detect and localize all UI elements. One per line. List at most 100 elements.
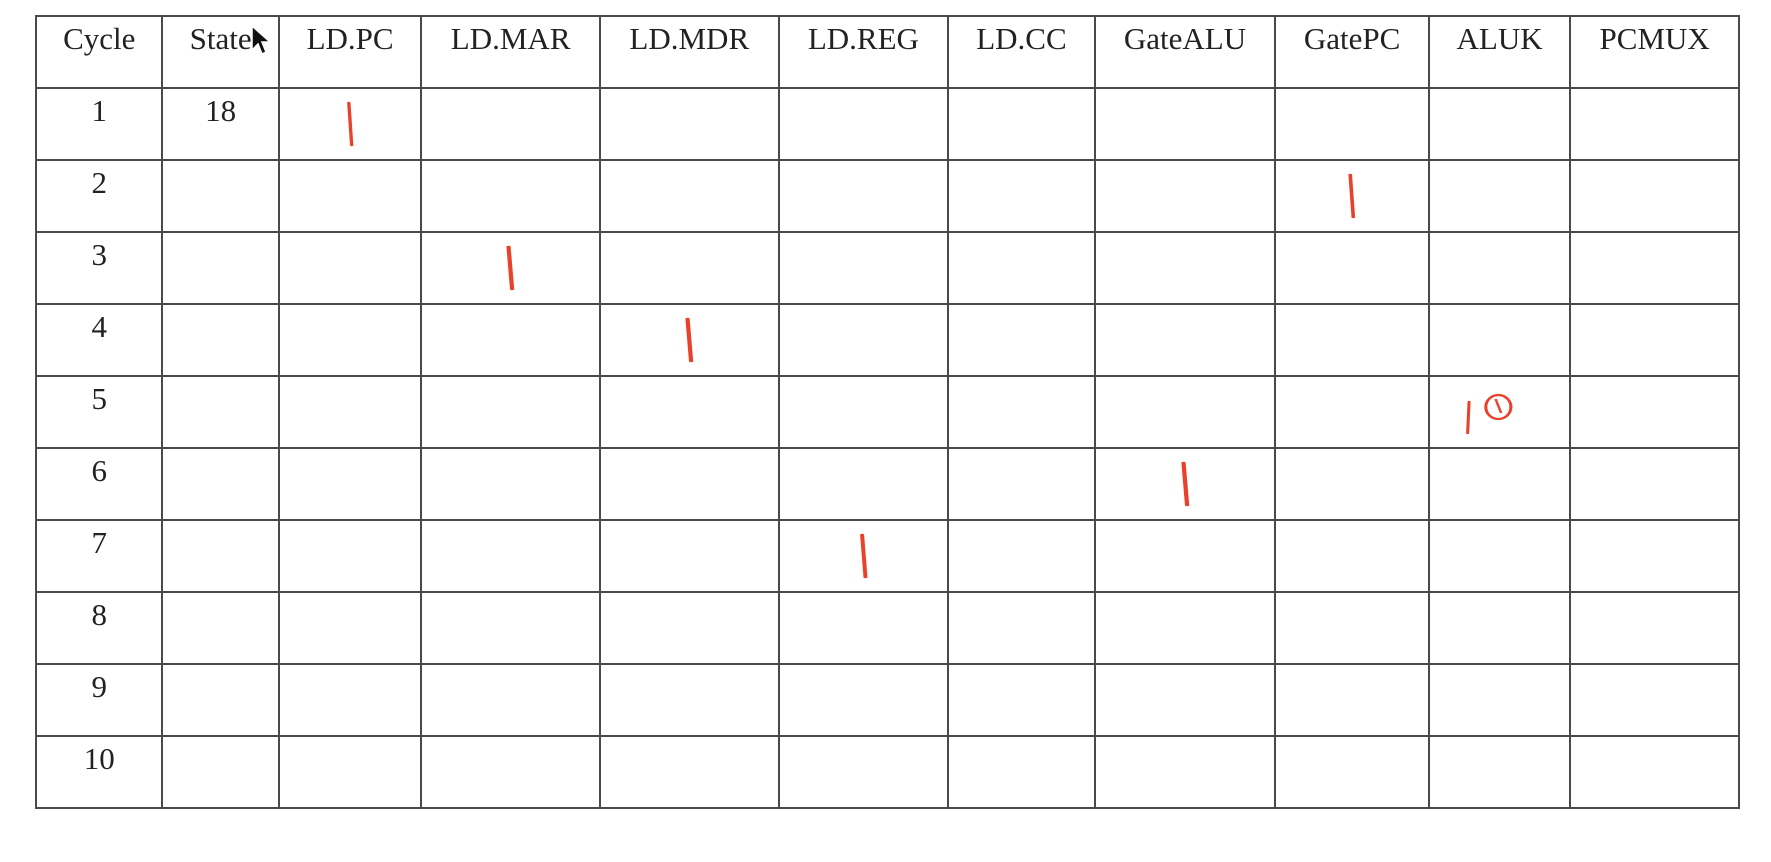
table-cell[interactable] <box>161 303 280 377</box>
table-cell[interactable] <box>277 735 423 809</box>
table-cell[interactable] <box>1427 447 1572 521</box>
table-cell[interactable] <box>161 735 280 809</box>
table-cell[interactable] <box>598 735 780 809</box>
table-cell[interactable] <box>277 303 423 377</box>
table-cell[interactable] <box>598 519 780 593</box>
table-cell[interactable] <box>1569 663 1740 737</box>
table-cell[interactable] <box>1427 519 1572 593</box>
table-cell[interactable] <box>1569 303 1740 377</box>
table-cell[interactable] <box>420 87 601 161</box>
table-cell[interactable] <box>277 519 423 593</box>
table-cell[interactable] <box>1569 87 1740 161</box>
table-cell[interactable] <box>161 519 280 593</box>
table-cell[interactable] <box>1427 159 1572 233</box>
table-cell[interactable] <box>947 591 1096 665</box>
table-cell[interactable] <box>1569 735 1740 809</box>
table-cell[interactable] <box>161 663 280 737</box>
table-cell[interactable] <box>777 303 950 377</box>
table-cell[interactable] <box>777 231 950 305</box>
table-cell[interactable]: 8 <box>34 591 164 665</box>
table-cell[interactable] <box>598 663 780 737</box>
table-cell[interactable]: 10 <box>1427 375 1572 449</box>
table-cell[interactable] <box>277 231 423 305</box>
table-cell[interactable]: 1 <box>1093 447 1277 521</box>
table-cell[interactable] <box>1569 519 1740 593</box>
table-cell[interactable] <box>420 519 601 593</box>
table-cell[interactable] <box>947 303 1096 377</box>
table-cell[interactable] <box>1093 735 1277 809</box>
table-cell[interactable] <box>277 663 423 737</box>
table-cell[interactable] <box>161 375 280 449</box>
table-cell[interactable] <box>1569 159 1740 233</box>
table-cell[interactable]: 18 <box>161 87 280 161</box>
table-cell[interactable] <box>277 591 423 665</box>
table-cell[interactable] <box>1427 231 1572 305</box>
table-cell[interactable] <box>947 663 1096 737</box>
table-cell[interactable] <box>1274 375 1430 449</box>
table-cell[interactable] <box>1427 663 1572 737</box>
table-cell[interactable] <box>1274 735 1430 809</box>
table-cell[interactable] <box>777 591 950 665</box>
table-cell[interactable] <box>1093 375 1277 449</box>
table-cell[interactable] <box>947 447 1096 521</box>
table-cell[interactable] <box>598 375 780 449</box>
table-cell[interactable] <box>598 159 780 233</box>
table-cell[interactable] <box>161 159 280 233</box>
table-cell[interactable] <box>598 87 780 161</box>
table-cell[interactable] <box>947 375 1096 449</box>
table-cell[interactable]: 1 <box>1274 159 1430 233</box>
table-cell[interactable] <box>777 735 950 809</box>
table-cell[interactable] <box>1427 591 1572 665</box>
table-cell[interactable] <box>1093 663 1277 737</box>
table-cell[interactable] <box>161 447 280 521</box>
table-cell[interactable] <box>161 231 280 305</box>
table-cell[interactable] <box>777 447 950 521</box>
table-cell[interactable] <box>1274 591 1430 665</box>
table-cell[interactable] <box>1274 231 1430 305</box>
table-cell[interactable] <box>161 591 280 665</box>
table-cell[interactable]: 1 <box>420 231 601 305</box>
table-cell[interactable] <box>947 159 1096 233</box>
table-cell[interactable] <box>420 159 601 233</box>
table-cell[interactable] <box>277 159 423 233</box>
table-cell[interactable] <box>1093 303 1277 377</box>
table-cell[interactable]: 7 <box>34 519 164 593</box>
table-cell[interactable] <box>420 375 601 449</box>
table-cell[interactable]: 3 <box>34 231 164 305</box>
table-cell[interactable] <box>947 231 1096 305</box>
table-cell[interactable] <box>277 447 423 521</box>
table-cell[interactable] <box>1569 375 1740 449</box>
table-cell[interactable] <box>598 447 780 521</box>
table-cell[interactable] <box>1274 519 1430 593</box>
table-cell[interactable] <box>1427 87 1572 161</box>
table-cell[interactable]: 1 <box>777 519 950 593</box>
table-cell[interactable] <box>598 231 780 305</box>
table-cell[interactable]: 1 <box>277 87 423 161</box>
table-cell[interactable]: 6 <box>34 447 164 521</box>
table-cell[interactable] <box>1093 231 1277 305</box>
table-cell[interactable]: 1 <box>598 303 780 377</box>
table-cell[interactable] <box>1093 591 1277 665</box>
table-cell[interactable] <box>1274 447 1430 521</box>
table-cell[interactable] <box>1427 735 1572 809</box>
table-cell[interactable]: 1 <box>34 87 164 161</box>
table-cell[interactable] <box>777 159 950 233</box>
table-cell[interactable] <box>598 591 780 665</box>
table-cell[interactable]: 9 <box>34 663 164 737</box>
table-cell[interactable] <box>947 735 1096 809</box>
table-cell[interactable] <box>1093 159 1277 233</box>
table-cell[interactable] <box>1569 231 1740 305</box>
table-cell[interactable] <box>420 591 601 665</box>
table-cell[interactable] <box>1093 519 1277 593</box>
table-cell[interactable]: 4 <box>34 303 164 377</box>
table-cell[interactable] <box>947 87 1096 161</box>
table-cell[interactable] <box>1274 303 1430 377</box>
table-cell[interactable] <box>947 519 1096 593</box>
table-cell[interactable] <box>1274 87 1430 161</box>
table-cell[interactable] <box>277 375 423 449</box>
table-cell[interactable] <box>420 303 601 377</box>
table-cell[interactable] <box>777 87 950 161</box>
table-cell[interactable]: 5 <box>34 375 164 449</box>
table-cell[interactable] <box>777 375 950 449</box>
table-cell[interactable] <box>420 735 601 809</box>
